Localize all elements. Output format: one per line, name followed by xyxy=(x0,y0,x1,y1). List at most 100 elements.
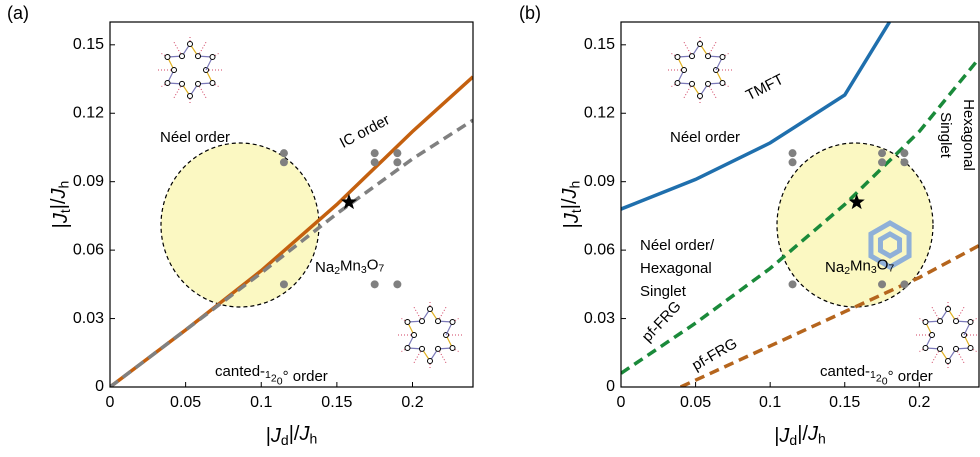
data-point xyxy=(280,280,288,288)
annotation: Hexagonal xyxy=(640,260,712,277)
lattice-site xyxy=(923,346,928,351)
data-point xyxy=(789,280,797,288)
data-point xyxy=(900,280,908,288)
lattice-site xyxy=(210,55,215,60)
panel-label: (a) xyxy=(7,3,29,23)
y-axis-label: |Jt|/Jh xyxy=(48,181,72,229)
lattice-icon xyxy=(396,301,464,369)
data-point xyxy=(789,149,797,157)
y-tick-label: 0.12 xyxy=(584,104,615,121)
lattice-site xyxy=(706,81,711,86)
lattice-site xyxy=(436,346,441,351)
lattice-site xyxy=(968,320,973,325)
lattice-site xyxy=(954,319,959,324)
x-tick-label: 0.05 xyxy=(170,394,201,411)
lattice-icon xyxy=(914,301,980,369)
annotation: Singlet xyxy=(640,283,687,300)
annotation: Hexagonal xyxy=(960,99,977,171)
lattice-site xyxy=(450,320,455,325)
annotation: Néel order xyxy=(160,129,230,146)
annotation: pf-FRG xyxy=(689,335,740,374)
lattice-site xyxy=(720,81,725,86)
y-tick-label: 0.12 xyxy=(73,104,104,121)
data-point xyxy=(371,149,379,157)
lattice-site xyxy=(210,81,215,86)
data-point xyxy=(371,280,379,288)
lattice-site xyxy=(698,42,703,47)
lattice-site xyxy=(938,346,943,351)
y-tick-label: 0.03 xyxy=(584,310,615,327)
y-tick-label: 0 xyxy=(606,378,615,395)
lattice-site xyxy=(675,81,680,86)
lattice-site xyxy=(698,94,703,99)
x-tick-label: 0.15 xyxy=(829,394,860,411)
y-tick-label: 0.03 xyxy=(73,310,104,327)
lattice-site xyxy=(165,81,170,86)
lattice-site xyxy=(188,42,193,47)
x-tick-label: 0 xyxy=(106,394,115,411)
lattice-site xyxy=(923,320,928,325)
region-circle xyxy=(777,143,933,307)
lattice-site xyxy=(428,359,433,364)
x-tick-label: 0.15 xyxy=(321,394,352,411)
annotation: Na2Mn3O7 xyxy=(315,256,384,277)
y-tick-label: 0.09 xyxy=(584,173,615,190)
plot-area xyxy=(110,36,473,387)
y-tick-label: 0.06 xyxy=(584,241,615,258)
data-point xyxy=(280,158,288,166)
x-tick-label: 0 xyxy=(617,394,626,411)
lattice-site xyxy=(450,346,455,351)
data-point xyxy=(900,149,908,157)
lattice-site xyxy=(405,320,410,325)
region-circle xyxy=(161,143,319,307)
lattice-site xyxy=(930,333,935,338)
y-tick-label: 0.09 xyxy=(73,173,104,190)
data-point xyxy=(789,158,797,166)
annotation: Singlet xyxy=(937,112,954,159)
lattice-site xyxy=(675,55,680,60)
lattice-site xyxy=(706,54,711,59)
lattice-site xyxy=(954,346,959,351)
lattice-site xyxy=(180,81,185,86)
data-point xyxy=(393,280,401,288)
y-tick-label: 0.15 xyxy=(584,36,615,53)
lattice-site xyxy=(682,68,687,73)
lattice-site xyxy=(946,359,951,364)
y-tick-label: 0.15 xyxy=(73,36,104,53)
annotation: TMFT xyxy=(743,71,786,104)
lattice-site xyxy=(188,94,193,99)
data-point xyxy=(878,149,886,157)
figure: Néel orderIC orderNa2Mn3O7canted-120° or… xyxy=(0,0,980,457)
x-tick-label: 0.2 xyxy=(908,394,930,411)
x-axis-label: |Jd|/Jh xyxy=(266,423,318,447)
lattice-site xyxy=(720,55,725,60)
annotation: canted-120° order xyxy=(820,363,933,387)
lattice-site xyxy=(946,307,951,312)
data-point xyxy=(371,158,379,166)
lattice-site xyxy=(428,307,433,312)
annotation: pf-FRG xyxy=(639,298,685,346)
y-axis-label: |Jt|/Jh xyxy=(559,181,583,229)
x-tick-label: 0.1 xyxy=(250,394,272,411)
lattice-site xyxy=(968,346,973,351)
x-axis-label: |Jd|/Jh xyxy=(774,423,826,447)
lattice-site xyxy=(938,319,943,324)
lattice-site xyxy=(436,319,441,324)
data-point xyxy=(878,280,886,288)
lattice-site xyxy=(196,54,201,59)
plot-area xyxy=(621,22,980,387)
lattice-site xyxy=(405,346,410,351)
x-tick-label: 0.1 xyxy=(759,394,781,411)
lattice-site xyxy=(196,81,201,86)
annotation: Néel order xyxy=(670,129,740,146)
data-point xyxy=(393,158,401,166)
data-point xyxy=(393,149,401,157)
y-tick-label: 0 xyxy=(95,378,104,395)
lattice-site xyxy=(180,54,185,59)
lattice-site xyxy=(420,319,425,324)
panel-label: (b) xyxy=(519,3,541,23)
lattice-site xyxy=(412,333,417,338)
annotation: Néel order/ xyxy=(640,237,715,254)
x-tick-label: 0.05 xyxy=(680,394,711,411)
y-tick-label: 0.06 xyxy=(73,241,104,258)
